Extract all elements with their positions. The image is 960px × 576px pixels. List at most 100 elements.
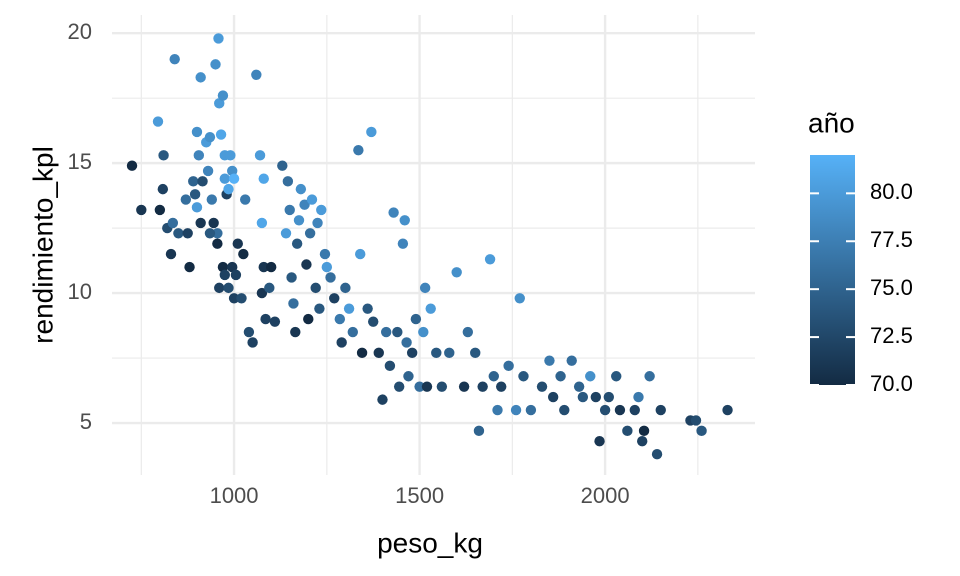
point (406, 347, 418, 359)
point (377, 394, 388, 405)
colorbar-label: 77.5 (870, 227, 913, 252)
point (418, 326, 429, 338)
point (286, 272, 297, 283)
point (321, 261, 333, 273)
point (503, 360, 514, 372)
point (488, 371, 499, 382)
point (314, 303, 325, 314)
point (180, 194, 192, 205)
point (384, 360, 396, 372)
point (559, 404, 570, 416)
x-tick-label: 1500 (395, 483, 444, 508)
point (303, 313, 314, 325)
point (157, 183, 169, 195)
point (213, 33, 224, 44)
point (258, 261, 269, 273)
point (240, 194, 251, 205)
point (280, 228, 292, 239)
point (566, 355, 577, 366)
point (573, 381, 585, 392)
point (204, 131, 216, 143)
point (219, 173, 230, 184)
point (518, 371, 529, 382)
point (293, 215, 305, 226)
point (152, 116, 164, 127)
point (477, 381, 488, 392)
colorbar-label: 70.0 (870, 371, 913, 396)
point (555, 371, 566, 382)
y-axis-title: rendimiento_kpl (27, 146, 58, 344)
point (473, 425, 485, 437)
point (622, 425, 633, 437)
point (182, 228, 193, 239)
point (633, 391, 644, 403)
point (585, 371, 596, 382)
point (444, 347, 455, 359)
point (195, 72, 206, 83)
point (510, 404, 522, 416)
point (514, 293, 525, 304)
point (212, 238, 223, 249)
point (347, 326, 359, 338)
point (215, 129, 227, 140)
point (470, 347, 481, 359)
point (306, 194, 318, 205)
point (265, 261, 277, 273)
point (195, 217, 206, 229)
point (228, 173, 240, 184)
point (136, 204, 147, 216)
x-axis-title: peso_kg (377, 527, 483, 558)
point (277, 160, 288, 171)
point (312, 217, 323, 229)
y-tick-label: 5 (80, 409, 92, 434)
point (212, 228, 223, 239)
point (451, 267, 462, 278)
point (258, 173, 269, 184)
point (208, 217, 219, 229)
point (380, 326, 392, 338)
point (316, 204, 327, 216)
point (655, 404, 666, 416)
point (284, 204, 295, 216)
point (295, 183, 307, 195)
point (421, 381, 433, 392)
point (232, 238, 243, 249)
point (544, 355, 555, 366)
point (304, 228, 316, 239)
point (638, 425, 650, 437)
point (496, 381, 507, 392)
point (238, 248, 249, 260)
point (227, 165, 238, 177)
point (403, 371, 414, 382)
point (282, 176, 294, 187)
point (191, 202, 203, 213)
point (188, 176, 199, 187)
point (254, 150, 266, 161)
point (644, 371, 655, 382)
point (227, 261, 238, 273)
point (204, 228, 216, 239)
point (219, 269, 230, 281)
point (154, 204, 166, 216)
point (230, 269, 242, 281)
point (225, 150, 236, 161)
point (393, 381, 405, 392)
y-tick-label: 10 (68, 279, 92, 304)
point (577, 391, 589, 403)
colorbar-label: 80.0 (870, 179, 913, 204)
point (368, 316, 379, 327)
point (362, 303, 373, 314)
point (236, 293, 247, 304)
point (223, 282, 234, 294)
point (325, 272, 336, 283)
point (484, 254, 496, 265)
point (614, 404, 626, 416)
point (611, 371, 622, 382)
point (410, 313, 422, 325)
point (356, 347, 368, 359)
point (173, 228, 184, 239)
point (167, 217, 179, 229)
point (247, 337, 258, 348)
point (214, 98, 225, 109)
